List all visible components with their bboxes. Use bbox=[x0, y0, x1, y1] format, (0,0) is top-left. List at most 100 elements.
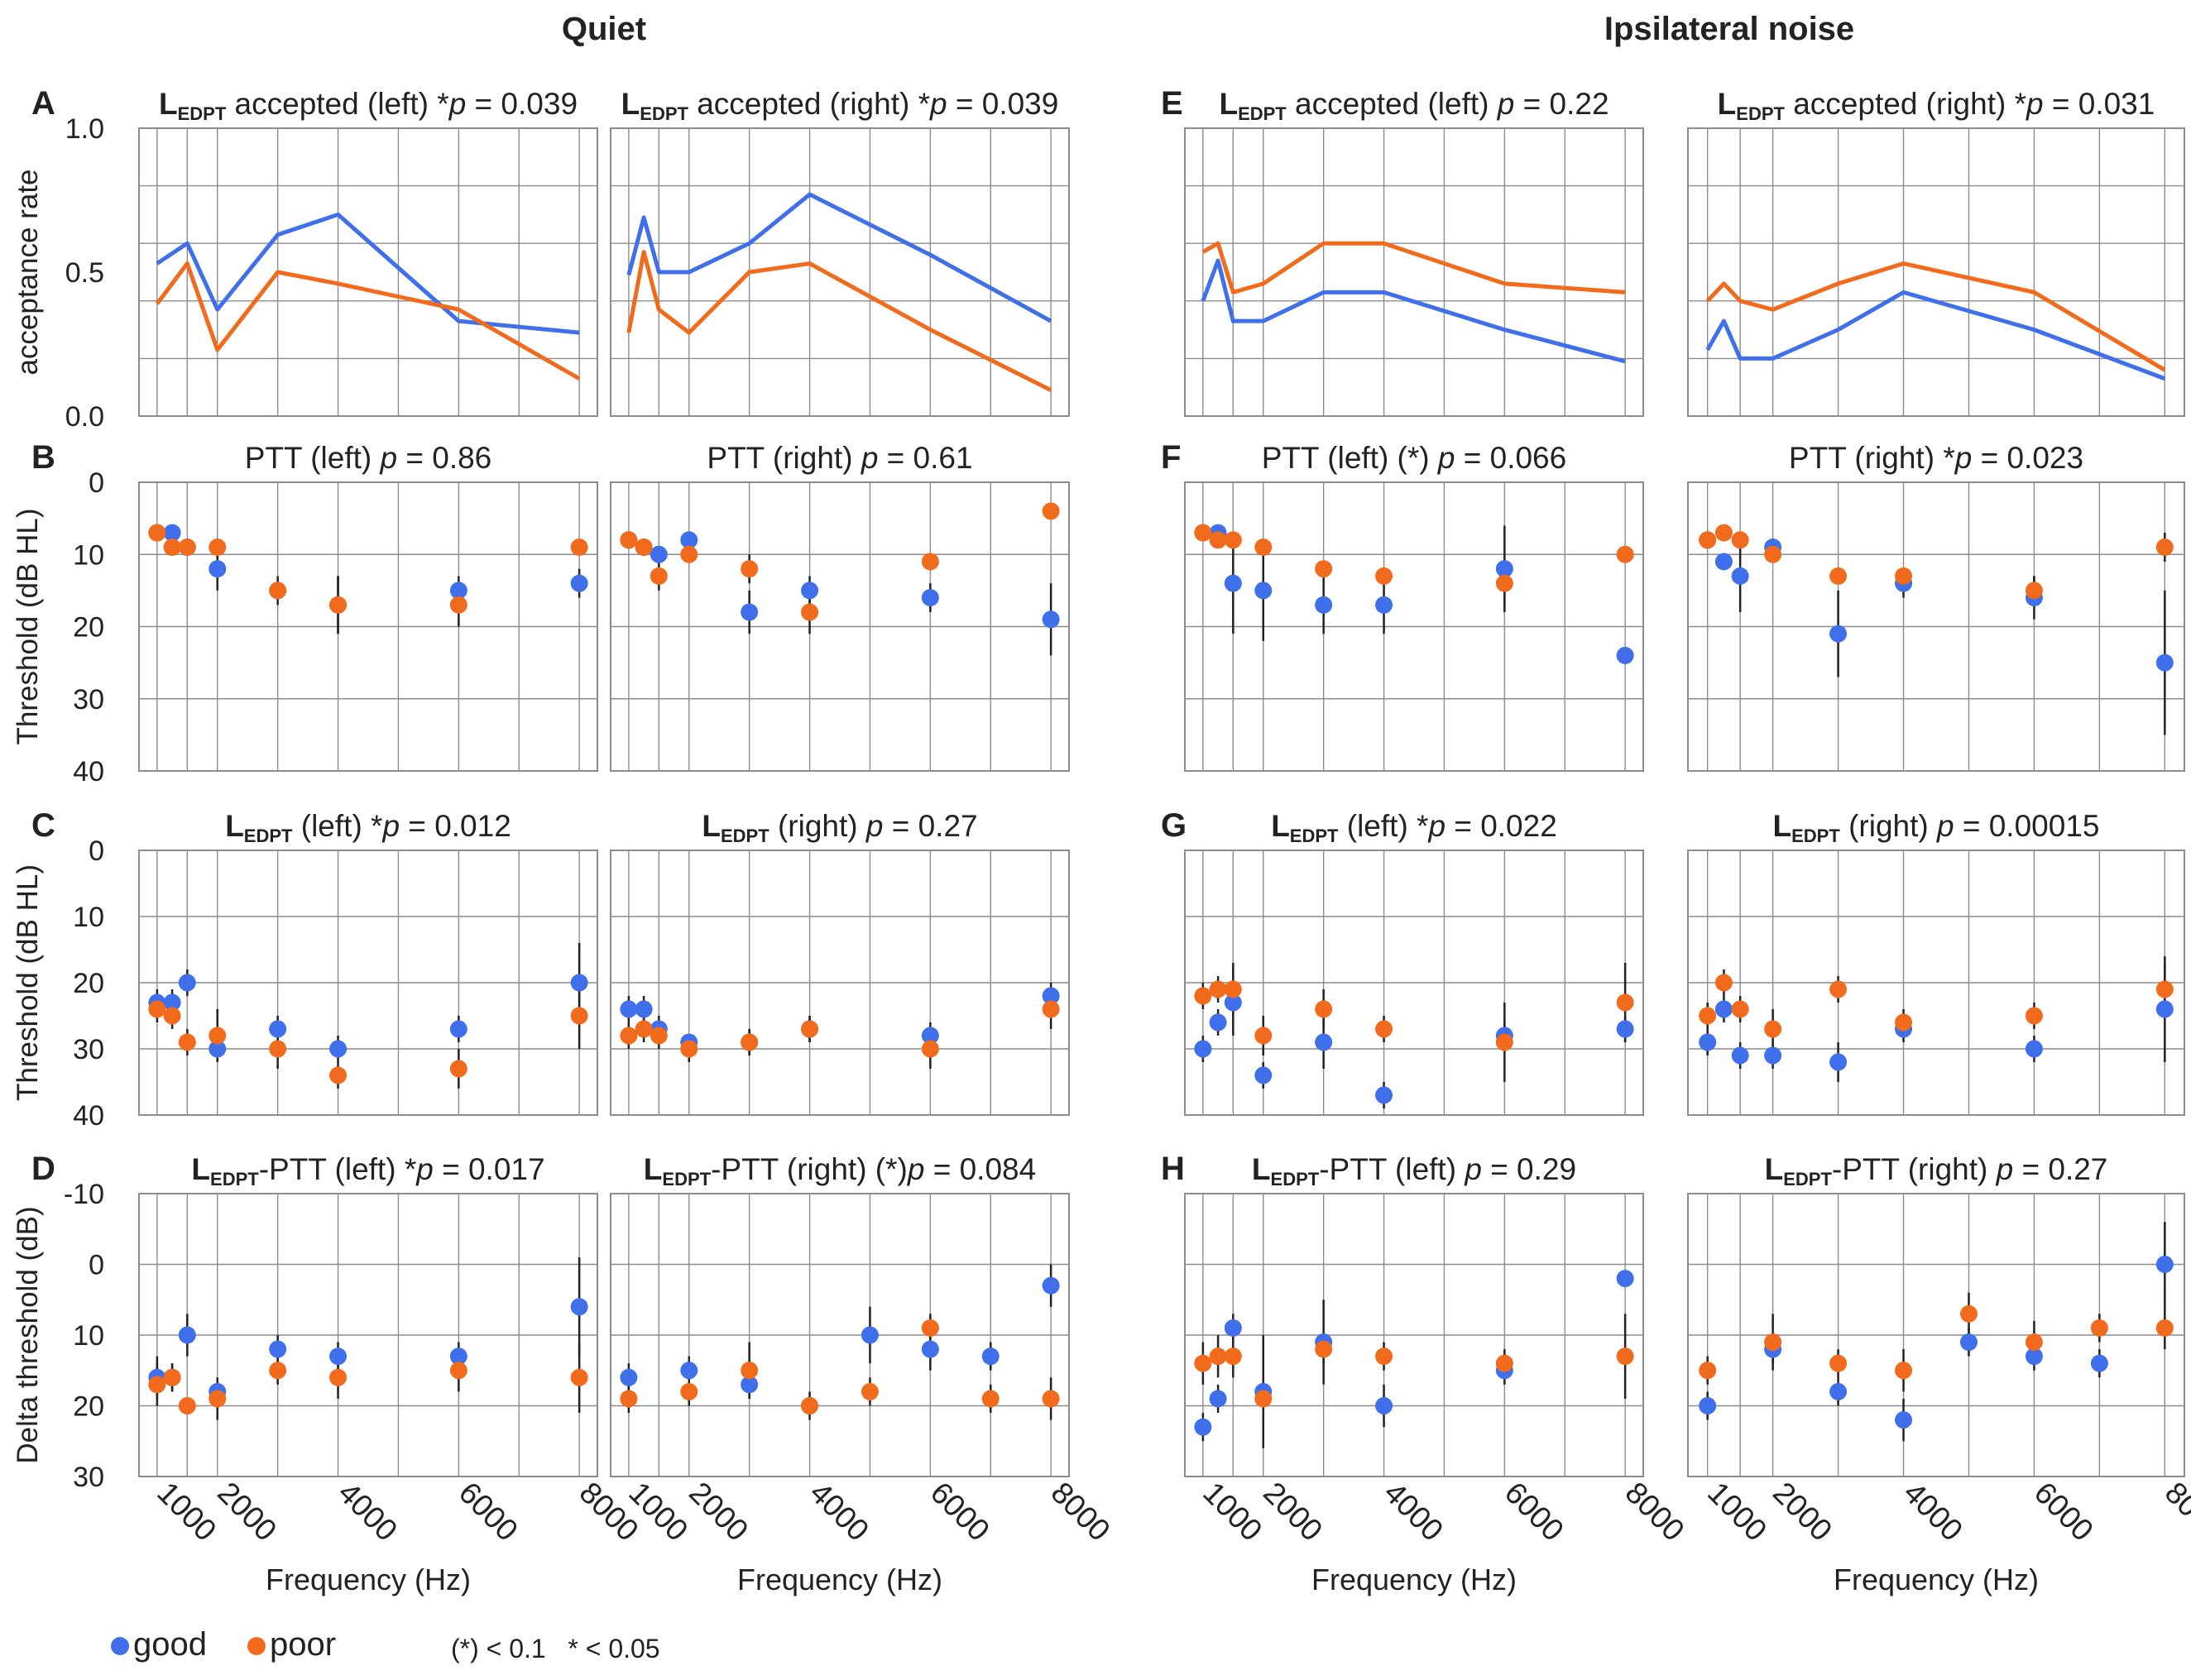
data-point-poor bbox=[269, 1040, 287, 1058]
data-point-poor bbox=[1699, 1007, 1717, 1025]
legend-poor-label: poor bbox=[270, 1626, 336, 1663]
data-point-poor bbox=[1042, 1000, 1060, 1018]
plot-frame bbox=[1184, 127, 1644, 417]
title-p-symbol: p bbox=[380, 441, 398, 475]
series-line-poor bbox=[155, 261, 581, 381]
title-l-symbol: L bbox=[191, 1152, 210, 1186]
plot-frame bbox=[1687, 127, 2185, 417]
title-l-symbol: L bbox=[644, 1152, 663, 1186]
panel-title: LEDPT accepted (right) *p = 0.039 bbox=[621, 87, 1059, 124]
title-significance-star: * bbox=[371, 809, 382, 843]
y-tick-label: 0 bbox=[89, 835, 104, 867]
panel-f2: PTT (right) *p = 0.023 bbox=[1687, 441, 2185, 772]
data-point-poor bbox=[1764, 1020, 1782, 1038]
data-point-good bbox=[620, 1000, 638, 1018]
panel-a2: LEDPT accepted (right) *p = 0.039 bbox=[610, 87, 1070, 417]
x-tick-label: 8000 bbox=[1044, 1476, 1116, 1548]
plot-frame bbox=[138, 850, 598, 1116]
y-axis-label: acceptance rate bbox=[12, 169, 44, 375]
x-tick-label: 8000 bbox=[1618, 1476, 1690, 1548]
y-tick-label: 20 bbox=[73, 1391, 104, 1423]
data-point-poor bbox=[620, 1390, 638, 1408]
data-point-good bbox=[2155, 653, 2174, 672]
title-p-symbol: p bbox=[2026, 87, 2044, 121]
panel-title: LEDPT (right) p = 0.00015 bbox=[1773, 809, 2100, 846]
data-point-poor bbox=[2025, 1007, 2043, 1025]
data-point-poor bbox=[1224, 1347, 1242, 1366]
panel-title: PTT (left) p = 0.86 bbox=[245, 441, 492, 475]
y-tick-label: 20 bbox=[73, 612, 104, 644]
x-tick-label: 2000 bbox=[1257, 1476, 1329, 1548]
data-point-poor bbox=[741, 560, 759, 578]
data-point-poor bbox=[329, 1066, 348, 1084]
title-text: -PTT (left) bbox=[259, 1152, 405, 1186]
panel-g2: LEDPT (right) p = 0.00015 bbox=[1687, 809, 2185, 1116]
series-line-poor bbox=[626, 250, 1052, 392]
title-l-symbol: L bbox=[225, 809, 244, 843]
data-point-good bbox=[1254, 582, 1273, 600]
panel-title: LEDPT accepted (left) *p = 0.039 bbox=[159, 87, 578, 124]
series-line-good bbox=[156, 212, 580, 335]
plot-frame bbox=[1687, 1193, 2185, 1477]
title-p-value: = 0.27 bbox=[2013, 1152, 2107, 1186]
data-point-good bbox=[1829, 625, 1848, 643]
data-point-poor bbox=[329, 1368, 348, 1386]
title-significance-star: * bbox=[1417, 809, 1428, 843]
y-tick-label: 1.0 bbox=[65, 113, 104, 145]
data-point-poor bbox=[209, 1390, 227, 1408]
panel-letter: E bbox=[1161, 85, 1183, 122]
data-point-poor bbox=[1895, 1013, 1913, 1031]
title-significance-star: * bbox=[405, 1152, 416, 1186]
title-p-symbol: p bbox=[415, 1152, 434, 1186]
data-point-good bbox=[449, 582, 467, 600]
panel-c2: LEDPT (right) p = 0.27 bbox=[610, 809, 1070, 1116]
data-point-poor bbox=[1731, 1000, 1749, 1018]
title-l-symbol: L bbox=[159, 87, 178, 121]
data-point-good bbox=[269, 1340, 287, 1358]
panel-letter: D bbox=[31, 1151, 55, 1187]
title-text: -PTT (right) (*) bbox=[711, 1152, 908, 1186]
panel-letter: C bbox=[31, 807, 55, 844]
title-p-value: = 0.066 bbox=[1455, 441, 1566, 475]
data-point-poor bbox=[921, 1040, 939, 1058]
title-p-symbol: p bbox=[1936, 809, 1954, 843]
legend: good poor (*) < 0.1 * < 0.05 bbox=[111, 1626, 660, 1663]
data-point-poor bbox=[620, 1027, 638, 1045]
data-point-good bbox=[570, 1298, 588, 1316]
title-p-value: = 0.039 bbox=[466, 87, 578, 121]
panel-g1: LEDPT (left) *p = 0.022 G bbox=[1161, 807, 1644, 1116]
data-point-poor bbox=[163, 1368, 181, 1386]
series-line-good bbox=[1201, 258, 1626, 364]
data-point-good bbox=[163, 524, 181, 542]
data-point-poor bbox=[1829, 980, 1848, 998]
panel-letter: G bbox=[1161, 807, 1187, 844]
data-point-poor bbox=[921, 1319, 939, 1337]
title-p-value: = 0.86 bbox=[397, 441, 491, 475]
data-point-good bbox=[921, 1027, 939, 1045]
data-point-poor bbox=[1829, 1354, 1848, 1372]
panel-letter: B bbox=[31, 439, 55, 476]
data-point-good bbox=[635, 1000, 653, 1018]
title-p-symbol: p bbox=[1497, 87, 1515, 121]
data-point-good bbox=[1616, 1270, 1634, 1288]
data-point-poor bbox=[209, 538, 227, 557]
plot-frame bbox=[1687, 850, 2185, 1116]
title-p-value: = 0.00015 bbox=[1954, 809, 2100, 843]
title-p-symbol: p bbox=[381, 809, 400, 843]
data-point-poor bbox=[1375, 1347, 1393, 1366]
data-point-poor bbox=[1315, 560, 1333, 578]
title-p-value: = 0.039 bbox=[947, 87, 1059, 121]
data-point-poor bbox=[178, 1397, 196, 1414]
title-subscript: EDPT bbox=[1791, 826, 1840, 846]
data-point-poor bbox=[148, 1376, 166, 1394]
title-subscript: EDPT bbox=[1783, 1169, 1832, 1189]
data-point-poor bbox=[1042, 502, 1060, 520]
panel-title: PTT (left) (*) p = 0.066 bbox=[1262, 441, 1566, 475]
panel-f1: PTT (left) (*) p = 0.066 F bbox=[1161, 439, 1644, 772]
legend-poor-marker bbox=[247, 1637, 266, 1655]
data-point-good bbox=[741, 603, 759, 621]
x-tick-label: 6000 bbox=[924, 1476, 996, 1548]
title-subscript: EDPT bbox=[210, 1169, 259, 1189]
title-l-symbol: L bbox=[1271, 809, 1290, 843]
